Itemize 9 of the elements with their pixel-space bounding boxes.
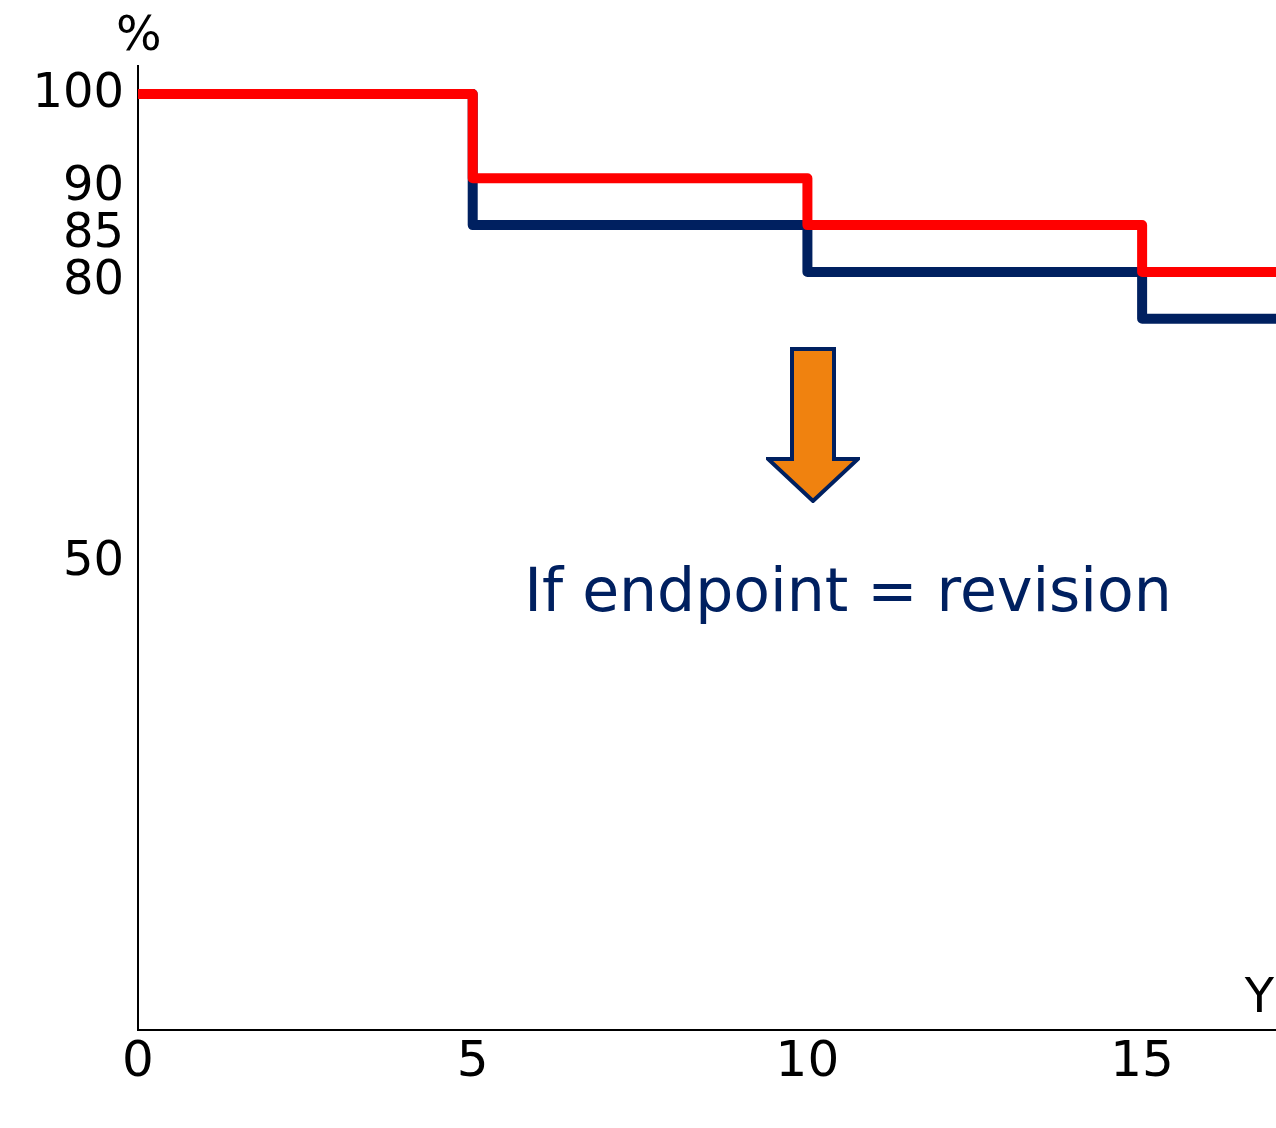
x-tick-label: 15	[1110, 1029, 1174, 1088]
x-tick-label: 10	[775, 1029, 840, 1088]
x-tick-label: 0	[122, 1029, 154, 1088]
y-axis-title: %	[116, 5, 162, 62]
x-axis-title: Y	[1243, 967, 1275, 1024]
x-tick-label: 5	[456, 1029, 489, 1088]
y-tick-label: 50	[62, 529, 124, 586]
annotation: If endpoint = revision	[524, 554, 1172, 625]
y-tick-label: 100	[32, 61, 124, 118]
